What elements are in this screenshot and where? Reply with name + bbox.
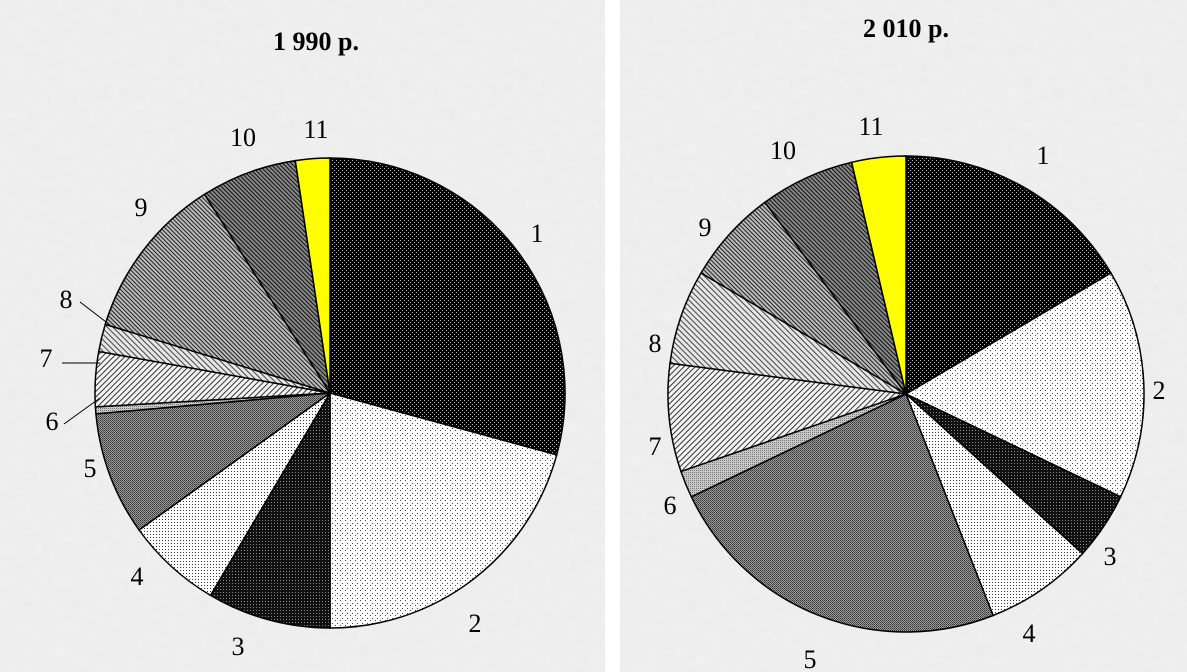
pie-slice-7 [667,362,907,473]
slice-label-9: 9 [135,193,148,222]
pie-chart-1990: 1 990 р. 1 2 3 4 5 6 7 8 9 10 11 [0,0,605,672]
slice-label-10: 10 [770,136,796,165]
slice-label-2: 2 [1153,376,1166,405]
pie-slice-1 [329,157,566,456]
pie-slice-5 [95,392,333,532]
pie-chart-2010: 2 010 р. 1 2 3 4 5 6 7 8 9 10 11 [620,0,1187,672]
slice-label-2: 2 [469,609,482,638]
pie-slice-11 [850,155,907,395]
pie-slice-2 [904,272,1145,498]
pie-slice-4 [905,393,1084,617]
pie-slice-1 [905,155,1112,396]
slice-leader-line-8 [79,301,111,326]
slice-label-9: 9 [699,213,712,242]
slice-label-4: 4 [131,562,144,591]
slice-label-6: 6 [664,491,677,520]
pie-chart-1990-svg: 1 990 р. 1 2 3 4 56 7 8 9 10 11 [0,0,605,672]
slice-label-3: 3 [232,632,245,661]
slice-label-11: 11 [858,112,883,141]
chart-title: 1 990 р. [273,27,359,56]
slice-label-8: 8 [60,285,73,314]
slice-label-7: 7 [40,344,53,373]
slice-label-8: 8 [649,329,662,358]
slice-label-5: 5 [804,645,817,672]
pie-chart-2010-svg: 2 010 р. 1 2 3 4 5 6 7 8 9 10 11 [620,0,1187,672]
chart-title: 2 010 р. [863,14,949,43]
slice-label-10: 10 [230,123,256,152]
pie-slice-3 [209,390,331,629]
pie-slice-2 [329,392,558,629]
slice-label-4: 4 [1023,619,1036,648]
pie-slice-11 [294,157,331,394]
slice-label-3: 3 [1104,542,1117,571]
pie-slice-5 [690,392,995,633]
slice-label-1: 1 [1037,141,1050,170]
slice-label-7: 7 [649,432,662,461]
pie-slice-9 [104,193,332,395]
slice-leader-line-6 [63,397,101,425]
slice-label-6: 6 [46,407,59,436]
slice-label-11: 11 [303,115,328,144]
slice-label-5: 5 [84,454,97,483]
slice-label-1: 1 [531,219,544,248]
